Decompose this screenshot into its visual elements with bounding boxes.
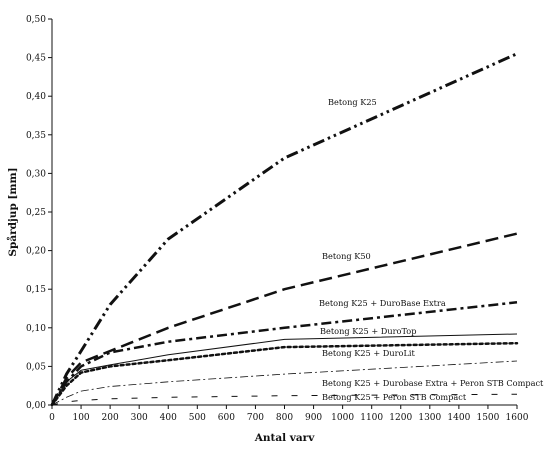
series-label: Betong K25 + DuroBase Extra bbox=[319, 298, 446, 308]
series-line bbox=[51, 333, 518, 406]
series-line bbox=[51, 360, 518, 406]
x-tick-label: 800 bbox=[276, 413, 293, 423]
x-tick-label: 1200 bbox=[389, 413, 412, 423]
y-tick-label: 0,10 bbox=[26, 324, 46, 334]
series-line bbox=[50, 52, 518, 406]
x-tick-label: 1600 bbox=[506, 413, 529, 423]
x-tick-label: 1100 bbox=[360, 413, 383, 423]
x-axis-title: Antal varv bbox=[254, 432, 316, 444]
x-tick-label: 100 bbox=[72, 413, 89, 423]
x-tick-label: 400 bbox=[160, 413, 177, 423]
x-tick-label: 300 bbox=[131, 413, 148, 423]
y-tick-label: 0,45 bbox=[26, 54, 46, 64]
x-tick-label: 200 bbox=[102, 413, 119, 423]
series-label: Betong K25 + DuroLit bbox=[322, 348, 416, 358]
axis-ticks: 0,00 0,05 0,10 0,15 0,20 0,25 0,30 0,35 0,40 0,45… bbox=[26, 15, 529, 423]
x-tick-label: 1000 bbox=[331, 413, 354, 423]
series-lines bbox=[50, 52, 519, 407]
y-axis-title: Spårdjup [mm] bbox=[6, 167, 19, 256]
y-tick-label: 0,20 bbox=[26, 247, 46, 257]
series-line bbox=[50, 341, 519, 407]
y-tick-label: 0,35 bbox=[26, 131, 46, 141]
series-label: Betong K50 bbox=[322, 251, 371, 261]
x-tick-label: 900 bbox=[305, 413, 322, 423]
series-label: Betong K25 + Peron STB Compact bbox=[322, 392, 467, 402]
x-tick-label: 0 bbox=[49, 413, 55, 423]
x-tick-label: 700 bbox=[247, 413, 264, 423]
x-tick-label: 1300 bbox=[418, 413, 441, 423]
y-tick-label: 0,15 bbox=[26, 285, 46, 295]
series-line bbox=[50, 232, 518, 406]
x-tick-label: 1500 bbox=[476, 413, 499, 423]
x-tick-label: 600 bbox=[218, 413, 235, 423]
series-label: Betong K25 + Durobase Extra + Peron STB … bbox=[322, 378, 544, 388]
y-tick-label: 0,30 bbox=[26, 169, 46, 179]
y-tick-label: 0,40 bbox=[26, 92, 46, 102]
y-tick-label: 0,05 bbox=[26, 362, 46, 372]
series-line bbox=[50, 301, 518, 406]
x-tick-label: 500 bbox=[189, 413, 206, 423]
series-labels: Betong K25 Betong K50 Betong K25 + DuroBas… bbox=[319, 97, 544, 402]
y-tick-label: 0,25 bbox=[26, 208, 46, 218]
y-tick-label: 0,50 bbox=[26, 15, 46, 25]
y-tick-label: 0,00 bbox=[26, 401, 46, 411]
series-label: Betong K25 + DuroTop bbox=[320, 326, 416, 336]
series-label: Betong K25 bbox=[328, 97, 377, 107]
x-tick-label: 1400 bbox=[447, 413, 470, 423]
